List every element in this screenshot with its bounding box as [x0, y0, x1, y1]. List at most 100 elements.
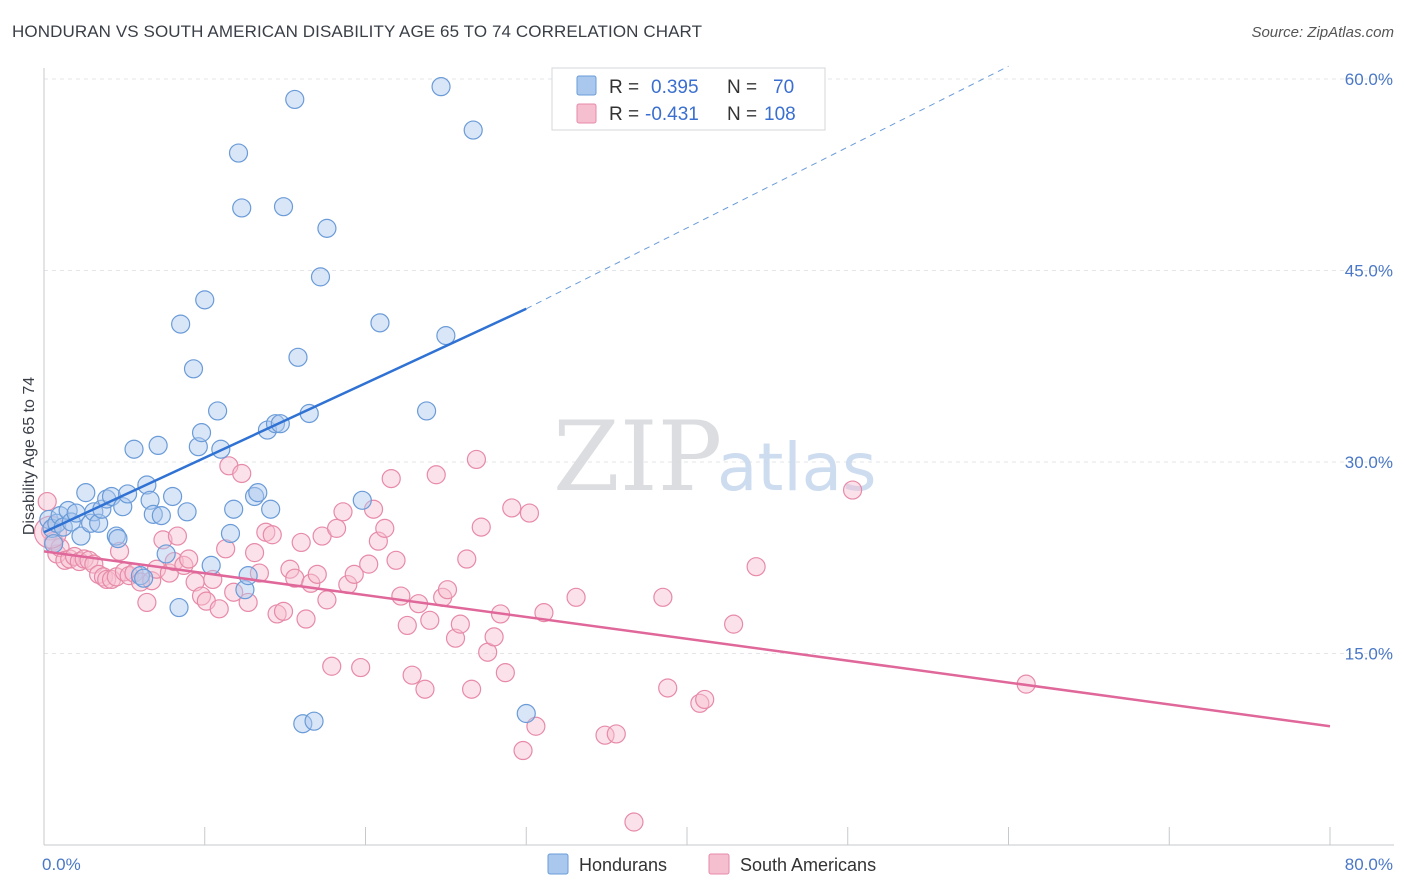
south-americans-point [317, 590, 337, 610]
south-americans-point [322, 656, 342, 676]
south-americans-point [495, 663, 515, 683]
hondurans-point [148, 435, 168, 456]
south-americans-point [232, 463, 252, 484]
south-americans-point [519, 503, 540, 523]
source-credit: Source: ZipAtlas.com [1251, 24, 1394, 41]
hondurans-point [317, 218, 337, 238]
hondurans-point [273, 197, 294, 217]
hondurans-point [188, 437, 208, 457]
hondurans-point [71, 526, 91, 546]
hondurans-point [288, 347, 308, 367]
hondurans-point [370, 313, 390, 333]
y-axis-tick-labels: 15.0% 30.0% 45.0% 60.0% [1345, 70, 1393, 664]
hondurans-trend-extension [526, 65, 1009, 310]
south-americans-point [695, 689, 715, 710]
hondurans-point [416, 401, 437, 421]
south-americans-point [457, 549, 477, 569]
legend-n-label-south-americans: N = [727, 104, 757, 125]
south-americans-point [291, 532, 311, 553]
hondurans-point [224, 499, 244, 519]
bottom-legend: Hondurans South Americans [547, 853, 876, 875]
south-americans-point [391, 586, 411, 606]
hondurans-point [220, 523, 241, 544]
hondurans-point [191, 423, 212, 443]
south-americans-point [386, 550, 406, 570]
south-americans-point [724, 614, 744, 634]
x-axis-ticks [204, 827, 1331, 845]
hondurans-point [81, 513, 101, 533]
south-americans-point [624, 812, 644, 832]
x-tick-label-min: 0.0% [42, 855, 81, 874]
hondurans-point [304, 711, 324, 731]
south-americans-point [842, 480, 863, 500]
south-americans-point [216, 539, 236, 559]
hondurans-point [156, 544, 176, 564]
south-americans-point [280, 559, 300, 579]
hondurans-point [113, 497, 133, 517]
south-americans-point [238, 592, 258, 613]
south-americans-point [426, 465, 446, 485]
south-americans-point [326, 518, 347, 538]
south-americans-point [273, 601, 294, 621]
south-americans-point [375, 518, 395, 538]
hondurans-point [232, 198, 252, 218]
south-americans-points [33, 449, 1036, 832]
legend-swatch-south-americans [576, 103, 597, 124]
south-americans-point [397, 615, 417, 636]
hondurans-point [463, 120, 483, 140]
south-americans-point [658, 678, 678, 698]
south-americans-point [307, 564, 327, 584]
bottom-legend-label-hondurans: Hondurans [579, 855, 667, 875]
hondurans-point [516, 703, 536, 724]
hondurans-point [310, 267, 331, 287]
hondurans-point [134, 568, 154, 588]
hondurans-point [293, 714, 313, 734]
y-axis-label: Disability Age 65 to 74 [21, 377, 38, 535]
hondurans-point [171, 314, 191, 334]
legend-swatch-hondurans [576, 75, 597, 96]
south-americans-point [164, 551, 184, 572]
legend-box [551, 67, 826, 131]
y-tick-label: 45.0% [1345, 262, 1393, 281]
y-tick-label: 60.0% [1345, 70, 1393, 89]
hondurans-point [235, 580, 255, 600]
watermark-atlas: atlas [717, 429, 877, 506]
legend-r-label-south-americans: R = [609, 104, 639, 125]
south-americans-point [566, 587, 586, 607]
south-americans-point [513, 740, 533, 761]
south-americans-point [381, 468, 401, 489]
south-americans-point [466, 449, 487, 470]
south-americans-point [420, 610, 440, 630]
south-americans-point [653, 587, 673, 607]
south-americans-point [484, 627, 504, 647]
south-americans-point [333, 502, 353, 522]
hondurans-points [39, 77, 536, 734]
hondurans-point [436, 326, 456, 346]
watermark: ZIP atlas [553, 401, 877, 513]
south-americans-trend-line [43, 550, 1331, 728]
hondurans-trend-line [43, 307, 527, 534]
south-americans-point [262, 525, 282, 545]
y-tick-label: 15.0% [1345, 645, 1393, 664]
south-americans-point [179, 549, 199, 569]
hondurans-point [124, 439, 144, 459]
south-americans-point [37, 491, 57, 512]
hondurans-point [169, 597, 189, 618]
x-tick-label-max: 80.0% [1345, 855, 1393, 874]
y-tick-label: 30.0% [1345, 453, 1393, 472]
hondurans-point [352, 490, 372, 510]
hondurans-point [163, 486, 183, 507]
hondurans-point [195, 290, 215, 310]
hondurans-point [44, 534, 64, 554]
south-americans-point [351, 657, 371, 678]
south-americans-point [209, 599, 229, 619]
hondurans-point [238, 566, 258, 586]
legend-n-value-south-americans: 108 [764, 104, 796, 125]
south-americans-point [249, 563, 270, 583]
chart-title: HONDURAN VS SOUTH AMERICAN DISABILITY AG… [12, 22, 703, 41]
hondurans-point [140, 490, 160, 510]
hondurans-point [261, 499, 281, 519]
south-americans-point [167, 526, 188, 546]
south-americans-point [746, 557, 766, 577]
